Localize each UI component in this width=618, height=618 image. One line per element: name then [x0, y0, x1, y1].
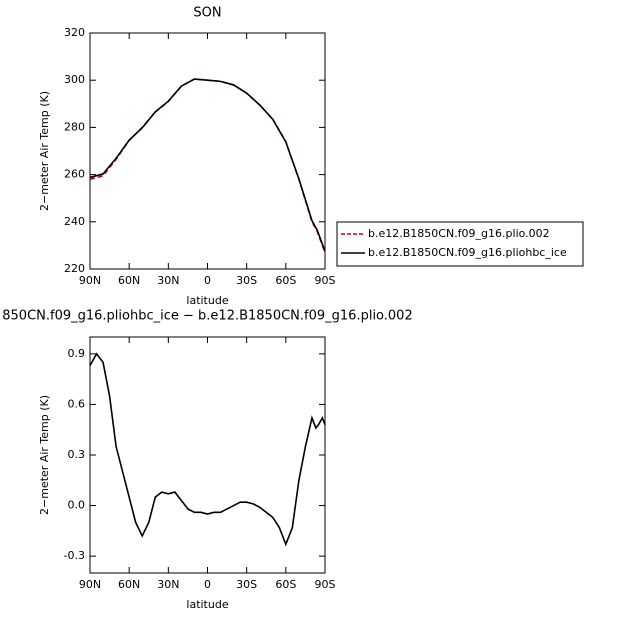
x-tick-label: 30N — [157, 578, 179, 591]
y-tick-label: 320 — [64, 26, 85, 39]
x-tick-label: 30N — [157, 274, 179, 287]
y-tick-label: 0.0 — [68, 499, 86, 512]
x-tick-label: 90N — [79, 578, 101, 591]
x-tick-label: 30S — [236, 578, 257, 591]
data-line — [89, 78, 326, 252]
x-tick-label: 90N — [79, 274, 101, 287]
x-tick-label: 0 — [204, 274, 211, 287]
y-tick-label: 0.9 — [68, 347, 86, 360]
legend-box — [336, 221, 584, 267]
y-tick-label: 280 — [64, 120, 85, 133]
y-axis-label: 2−meter Air Temp (K) — [38, 91, 51, 211]
x-axis-label: latitude — [186, 294, 228, 307]
x-tick-label: 60S — [275, 578, 296, 591]
y-axis-label: 2−meter Air Temp (K) — [38, 395, 51, 515]
x-axis-label: latitude — [186, 598, 228, 611]
y-tick-label: -0.3 — [64, 549, 85, 562]
y-tick-label: 0.3 — [68, 448, 86, 461]
x-tick-label: 90S — [315, 578, 336, 591]
x-tick-label: 60N — [118, 274, 140, 287]
legend-label: b.e12.B1850CN.f09_g16.pliohbc_ice — [368, 246, 567, 259]
y-tick-label: 240 — [64, 215, 85, 228]
data-line — [89, 78, 326, 253]
chart-title: 850CN.f09_g16.pliohbc_ice − b.e12.B1850C… — [2, 309, 412, 324]
y-tick-label: 300 — [64, 73, 85, 86]
x-tick-label: 0 — [204, 578, 211, 591]
data-line — [89, 352, 326, 547]
y-tick-label: 0.6 — [68, 397, 86, 410]
y-tick-label: 220 — [64, 262, 85, 275]
x-tick-label: 60N — [118, 578, 140, 591]
chart-title: SON — [193, 6, 221, 21]
x-tick-label: 30S — [236, 274, 257, 287]
plot-frame — [89, 336, 326, 574]
legend-label: b.e12.B1850CN.f09_g16.plio.002 — [368, 227, 550, 240]
y-tick-label: 260 — [64, 168, 85, 181]
x-tick-label: 90S — [315, 274, 336, 287]
x-tick-label: 60S — [275, 274, 296, 287]
